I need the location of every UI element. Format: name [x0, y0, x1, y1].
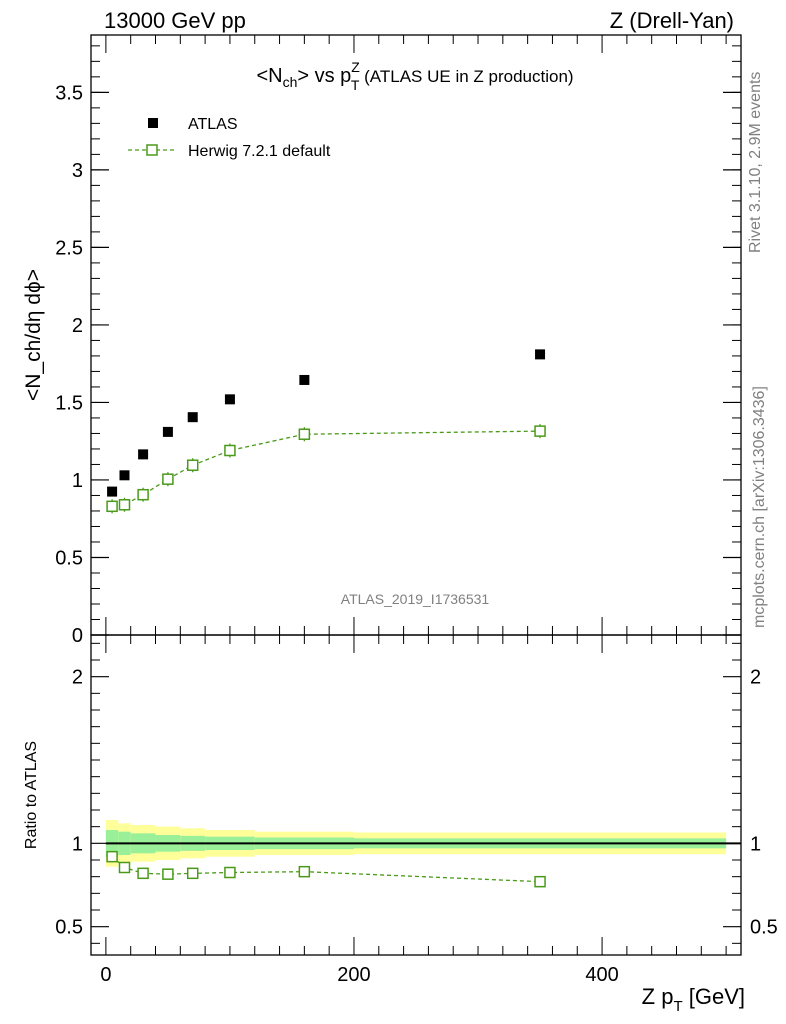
ratio-ytick-label: 0.5	[55, 917, 83, 939]
herwig-point	[534, 425, 546, 437]
ratio-herwig-line	[111, 856, 541, 883]
title-part-sup: Z	[351, 59, 360, 75]
ratio-herwig-point	[162, 868, 174, 880]
title-part-sub2: T	[351, 77, 360, 93]
herwig-point	[106, 500, 118, 513]
main-ylabel: <N_ch/dη dϕ>	[22, 269, 45, 401]
main-ytick-label: 3.5	[55, 82, 83, 104]
ratio-herwig-point	[186, 867, 199, 880]
legend-atlas-label: ATLAS	[188, 116, 238, 133]
atlas-point	[162, 426, 173, 437]
xlabel: Z pT [GeV]	[642, 984, 745, 1015]
herwig-point	[137, 488, 149, 501]
rivet-label: Rivet 3.1.10, 2.9M events	[747, 72, 764, 253]
ratio-herwig-point	[106, 850, 118, 863]
atlas-point	[299, 374, 310, 385]
main-data-points	[106, 349, 546, 514]
title-part-sub: ch	[283, 74, 298, 90]
mcplots-label: mcplots.cern.ch [arXiv:1306.3436]	[751, 386, 768, 628]
title-part-rest: (ATLAS UE in Z production)	[359, 67, 573, 86]
ratio-ytick-label-right: 1	[750, 833, 761, 855]
herwig-point	[118, 499, 131, 511]
herwig-point	[162, 473, 174, 485]
atlas-point	[224, 394, 235, 405]
ratio-ytick-label-right: 0.5	[750, 917, 778, 939]
ratio-ytick-label-right: 2	[750, 667, 761, 689]
ratio-herwig-point	[137, 867, 149, 880]
legend: ATLAS Herwig 7.2.1 default	[128, 116, 331, 160]
ratio-herwig-point	[298, 865, 311, 878]
legend-herwig-label: Herwig 7.2.1 default	[188, 143, 331, 160]
main-ytick-label: 1	[72, 470, 83, 492]
plot-title: <Nch> vs pZ T (ATLAS UE in Z production)	[256, 59, 573, 93]
herwig-line	[112, 430, 541, 507]
header-energy: 13000 GeV pp	[104, 8, 246, 33]
main-ytick-label: 2	[72, 315, 83, 337]
main-ytick-label: 0	[72, 625, 83, 647]
ratio-ytick-label: 2	[72, 667, 83, 689]
main-ytick-label: 2.5	[55, 237, 83, 259]
ratio-axis-ticks: 0.5 0.5 1 1 2 2 0 200 400	[55, 635, 778, 986]
xtick-label: 200	[337, 964, 370, 986]
xtick-label: 400	[585, 964, 618, 986]
herwig-point	[224, 444, 236, 457]
ratio-herwig-point	[118, 861, 131, 874]
title-part-main: <N	[256, 65, 282, 87]
ratio-ylabel: Ratio to ATLAS	[23, 741, 40, 849]
legend-herwig-marker	[146, 144, 158, 156]
herwig-point	[298, 428, 311, 440]
herwig-point	[186, 459, 199, 471]
main-axis-ticks: 0 0.5 1 1.5 2 2.5 3 3.5	[55, 35, 741, 647]
legend-atlas-marker	[148, 118, 158, 128]
atlas-point	[107, 486, 118, 497]
analysis-watermark: ATLAS_2019_I1736531	[341, 591, 490, 607]
atlas-point	[535, 349, 546, 360]
main-ytick-label: 0.5	[55, 547, 83, 569]
atlas-point	[119, 470, 130, 481]
main-ytick-label: 3	[72, 160, 83, 182]
ratio-panel-frame	[90, 634, 742, 956]
main-ytick-label: 1.5	[55, 392, 83, 414]
ratio-ytick-label: 1	[72, 833, 83, 855]
ratio-data-points	[106, 850, 546, 888]
atlas-point	[138, 449, 149, 460]
title-part-vs: > vs p	[297, 65, 351, 87]
header-process: Z (Drell-Yan)	[610, 8, 734, 33]
ratio-herwig-point	[534, 875, 546, 888]
xtick-label: 0	[100, 964, 111, 986]
atlas-point	[187, 412, 198, 423]
ratio-herwig-point	[224, 866, 236, 879]
